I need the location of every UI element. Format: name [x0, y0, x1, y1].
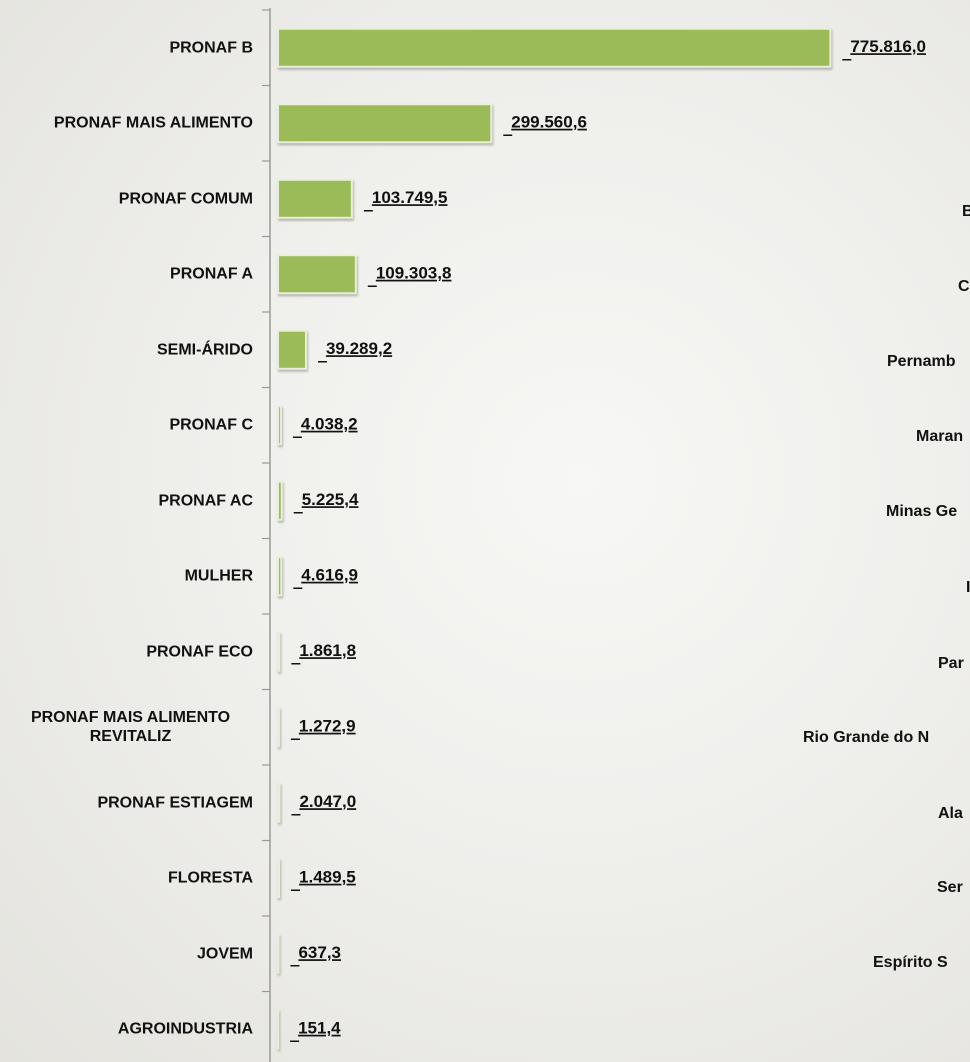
bar	[278, 29, 830, 67]
category-label: PRONAF ECO	[146, 642, 253, 661]
annotation: Minas Ge	[886, 503, 957, 520]
value-label: 637,3	[298, 943, 341, 962]
value-label: 39.289,2	[326, 339, 392, 358]
category-label: SEMI-ÁRIDO	[157, 340, 253, 359]
value-label: 775.816,0	[850, 37, 926, 56]
category-label: PRONAF A	[170, 265, 253, 284]
category-label: PRONAF AC	[158, 491, 253, 510]
value-label: 1.861,8	[299, 641, 356, 660]
value-label: 103.749,5	[372, 188, 448, 207]
bar	[278, 708, 279, 746]
annotation: Maran	[916, 428, 963, 445]
value-label: 4.038,2	[301, 415, 358, 434]
value-label: 299.560,6	[511, 113, 587, 132]
bar	[278, 255, 356, 293]
bar	[278, 784, 279, 822]
bar	[278, 180, 352, 218]
annotation: Par	[938, 655, 964, 672]
annotation: Espírito S	[873, 954, 948, 971]
bar	[278, 331, 306, 369]
annotation: B	[962, 203, 970, 220]
value-label: 5.225,4	[302, 490, 359, 509]
category-label: PRONAF MAIS ALIMENTO REVITALIZ	[8, 708, 253, 746]
bar	[278, 859, 279, 897]
chart: 775.816,0 299.560,6 103.749,5 109.303,8 39.2…	[0, 0, 970, 1062]
value-label: 4.616,9	[301, 566, 358, 585]
annotation: Rio Grande do N	[803, 729, 929, 746]
annotation: I	[966, 579, 970, 596]
category-label: MULHER	[185, 567, 253, 586]
bar	[278, 482, 282, 520]
category-label: PRONAF ESTIAGEM	[97, 793, 253, 812]
value-label: 2.047,0	[299, 792, 356, 811]
category-label: PRONAF B	[169, 38, 253, 57]
annotation: Ala	[938, 805, 963, 822]
category-label: PRONAF C	[169, 416, 253, 435]
annotation: C	[958, 278, 970, 295]
category-label: JOVEM	[197, 944, 253, 963]
bar	[278, 557, 281, 595]
annotation: Ser	[937, 879, 963, 896]
value-label: 109.303,8	[376, 264, 452, 283]
bar	[278, 406, 281, 444]
category-label: PRONAF COMUM	[119, 189, 253, 208]
annotation: Pernamb	[887, 353, 956, 370]
page: {"chart_data": {"type": "bar", "orientat…	[0, 0, 970, 1062]
category-label: PRONAF MAIS ALIMENTO	[54, 114, 253, 133]
value-label: 1.489,5	[299, 868, 356, 887]
value-label: 1.272,9	[299, 717, 356, 736]
bar	[278, 633, 279, 671]
bar	[278, 104, 491, 142]
category-label: FLORESTA	[168, 869, 253, 888]
value-label: 151,4	[298, 1019, 341, 1038]
category-label: AGROINDUSTRIA	[118, 1020, 253, 1039]
